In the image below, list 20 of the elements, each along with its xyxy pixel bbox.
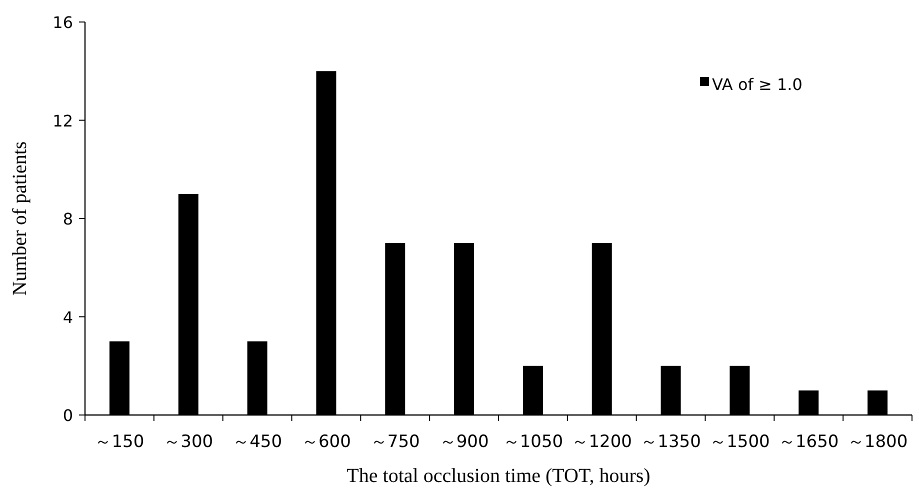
x-tick-label: ～150 — [94, 432, 144, 452]
x-tick-label: ～1650 — [778, 432, 839, 452]
x-tick-label: ～1500 — [710, 432, 770, 452]
y-tick-label: 12 — [52, 111, 73, 130]
x-tick-label: ～1350 — [640, 432, 701, 452]
y-tick-label: 0 — [62, 406, 73, 425]
x-axis-title: The total occlusion time (TOT, hours) — [346, 465, 650, 487]
y-tick-label: 8 — [62, 210, 73, 228]
x-tick-label: ～300 — [164, 432, 214, 452]
x-tick-label: ～600 — [301, 432, 351, 452]
x-tick-label: ～1200 — [572, 432, 632, 452]
x-tick-label: ～750 — [370, 432, 420, 452]
x-tick-label: ～1050 — [502, 432, 564, 452]
legend-label: VA of ≥ 1.0 — [712, 75, 802, 94]
x-tick-label: ～1800 — [847, 432, 908, 452]
y-tick-label: 4 — [62, 308, 73, 327]
x-tick-label: ～900 — [439, 432, 489, 452]
x-tick-label: ～450 — [232, 432, 282, 452]
y-axis-title: Number of patients — [9, 141, 31, 296]
y-tick-label: 16 — [52, 13, 73, 32]
